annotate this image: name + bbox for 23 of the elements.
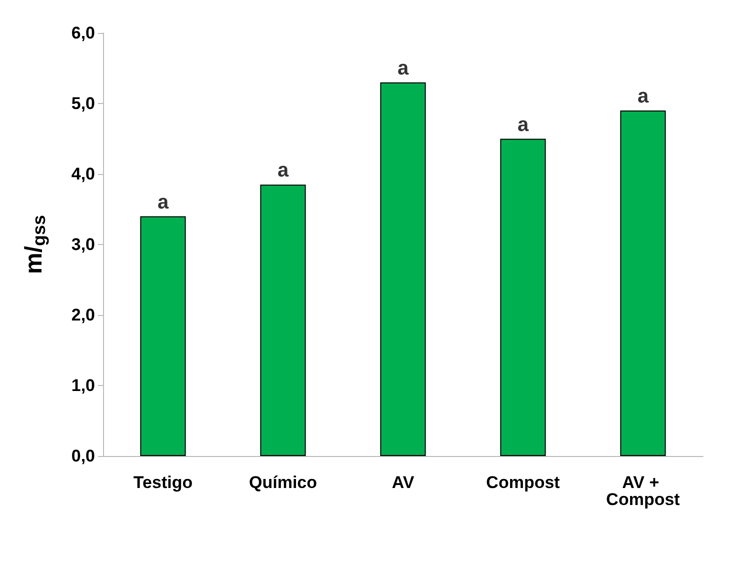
annotation: a <box>397 57 410 80</box>
y-tick-label: 5,0 <box>71 94 95 113</box>
y-tick-label: 4,0 <box>71 164 95 184</box>
annotation: a <box>157 191 170 214</box>
bar <box>140 216 186 456</box>
x-tick-label: Testigo <box>133 473 193 492</box>
y-tick-label: 3,0 <box>71 235 95 254</box>
x-tick-label: AV + Compost <box>606 473 680 509</box>
bar <box>620 110 666 456</box>
annotation: a <box>517 114 530 136</box>
annotation: a <box>637 86 650 108</box>
y-tick-label: 1,0 <box>71 376 95 395</box>
bar <box>380 82 426 456</box>
x-tick-label: AV <box>392 473 415 492</box>
bar <box>260 184 306 456</box>
y-tick-label: 6,0 <box>71 24 95 42</box>
x-tick-label: Químico <box>248 473 318 492</box>
x-tick-label: Compost <box>486 473 560 492</box>
bar <box>500 138 546 456</box>
y-tick-label: 2,0 <box>71 306 95 324</box>
y-axis-title: m/gss <box>20 214 49 274</box>
y-tick-label: 0,0 <box>71 446 95 466</box>
annotation: a <box>277 160 290 182</box>
